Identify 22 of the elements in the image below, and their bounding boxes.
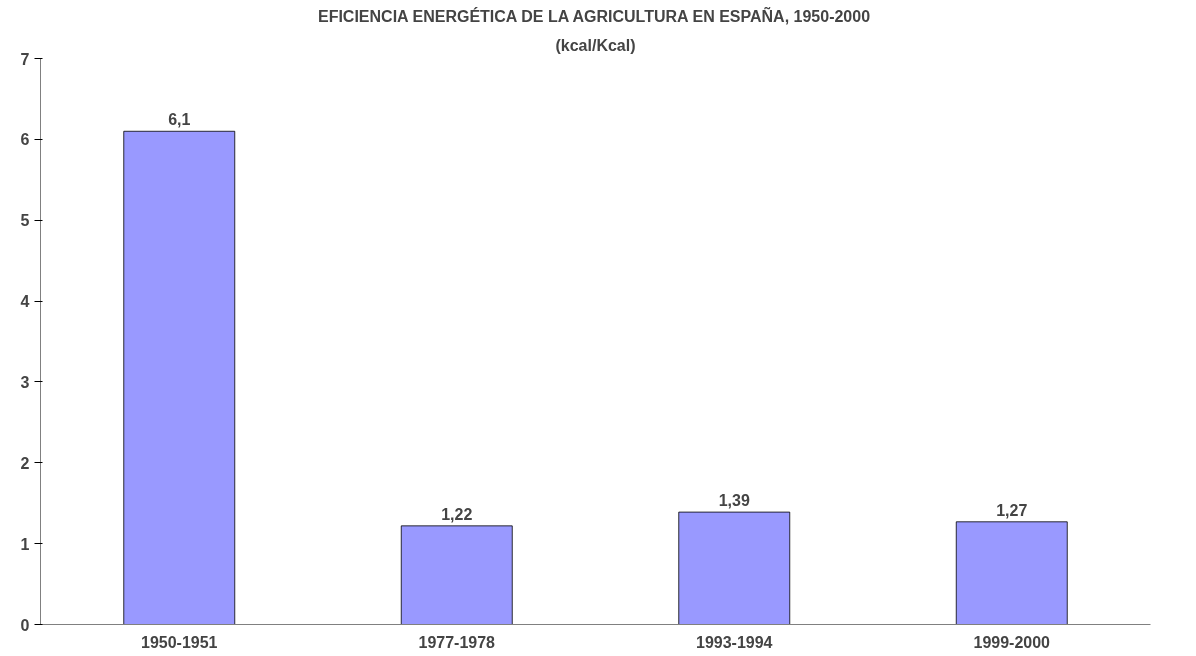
bar [123,130,236,625]
chart-title: EFICIENCIA ENERGÉTICA DE LA AGRICULTURA EN ESPAÑA, 1950-2000 [317,5,871,25]
y-tick-label: 5 [20,212,30,230]
y-tick-label: 6 [20,131,30,149]
data-label: 1,39 [718,492,750,510]
x-tick-label: 1977-1978 [418,633,496,651]
chart-subtitle: (kcal/Kcal) [555,36,636,54]
x-tick-label: 1993-1994 [695,633,773,651]
y-tick-label: 3 [20,373,30,391]
bar [400,525,513,625]
y-tick-label: 0 [20,616,30,634]
bar [955,521,1068,625]
y-tick-label: 2 [20,454,30,472]
y-tick-label: 7 [20,50,30,68]
bar [678,511,791,625]
x-tick-label: 1950-1951 [140,633,218,651]
data-label: 1,22 [441,505,473,523]
data-label: 6,1 [168,111,191,129]
y-tick-label: 4 [20,293,30,311]
data-label: 1,27 [996,501,1028,519]
y-tick-label: 1 [20,535,30,553]
x-tick-label: 1999-2000 [973,633,1051,651]
